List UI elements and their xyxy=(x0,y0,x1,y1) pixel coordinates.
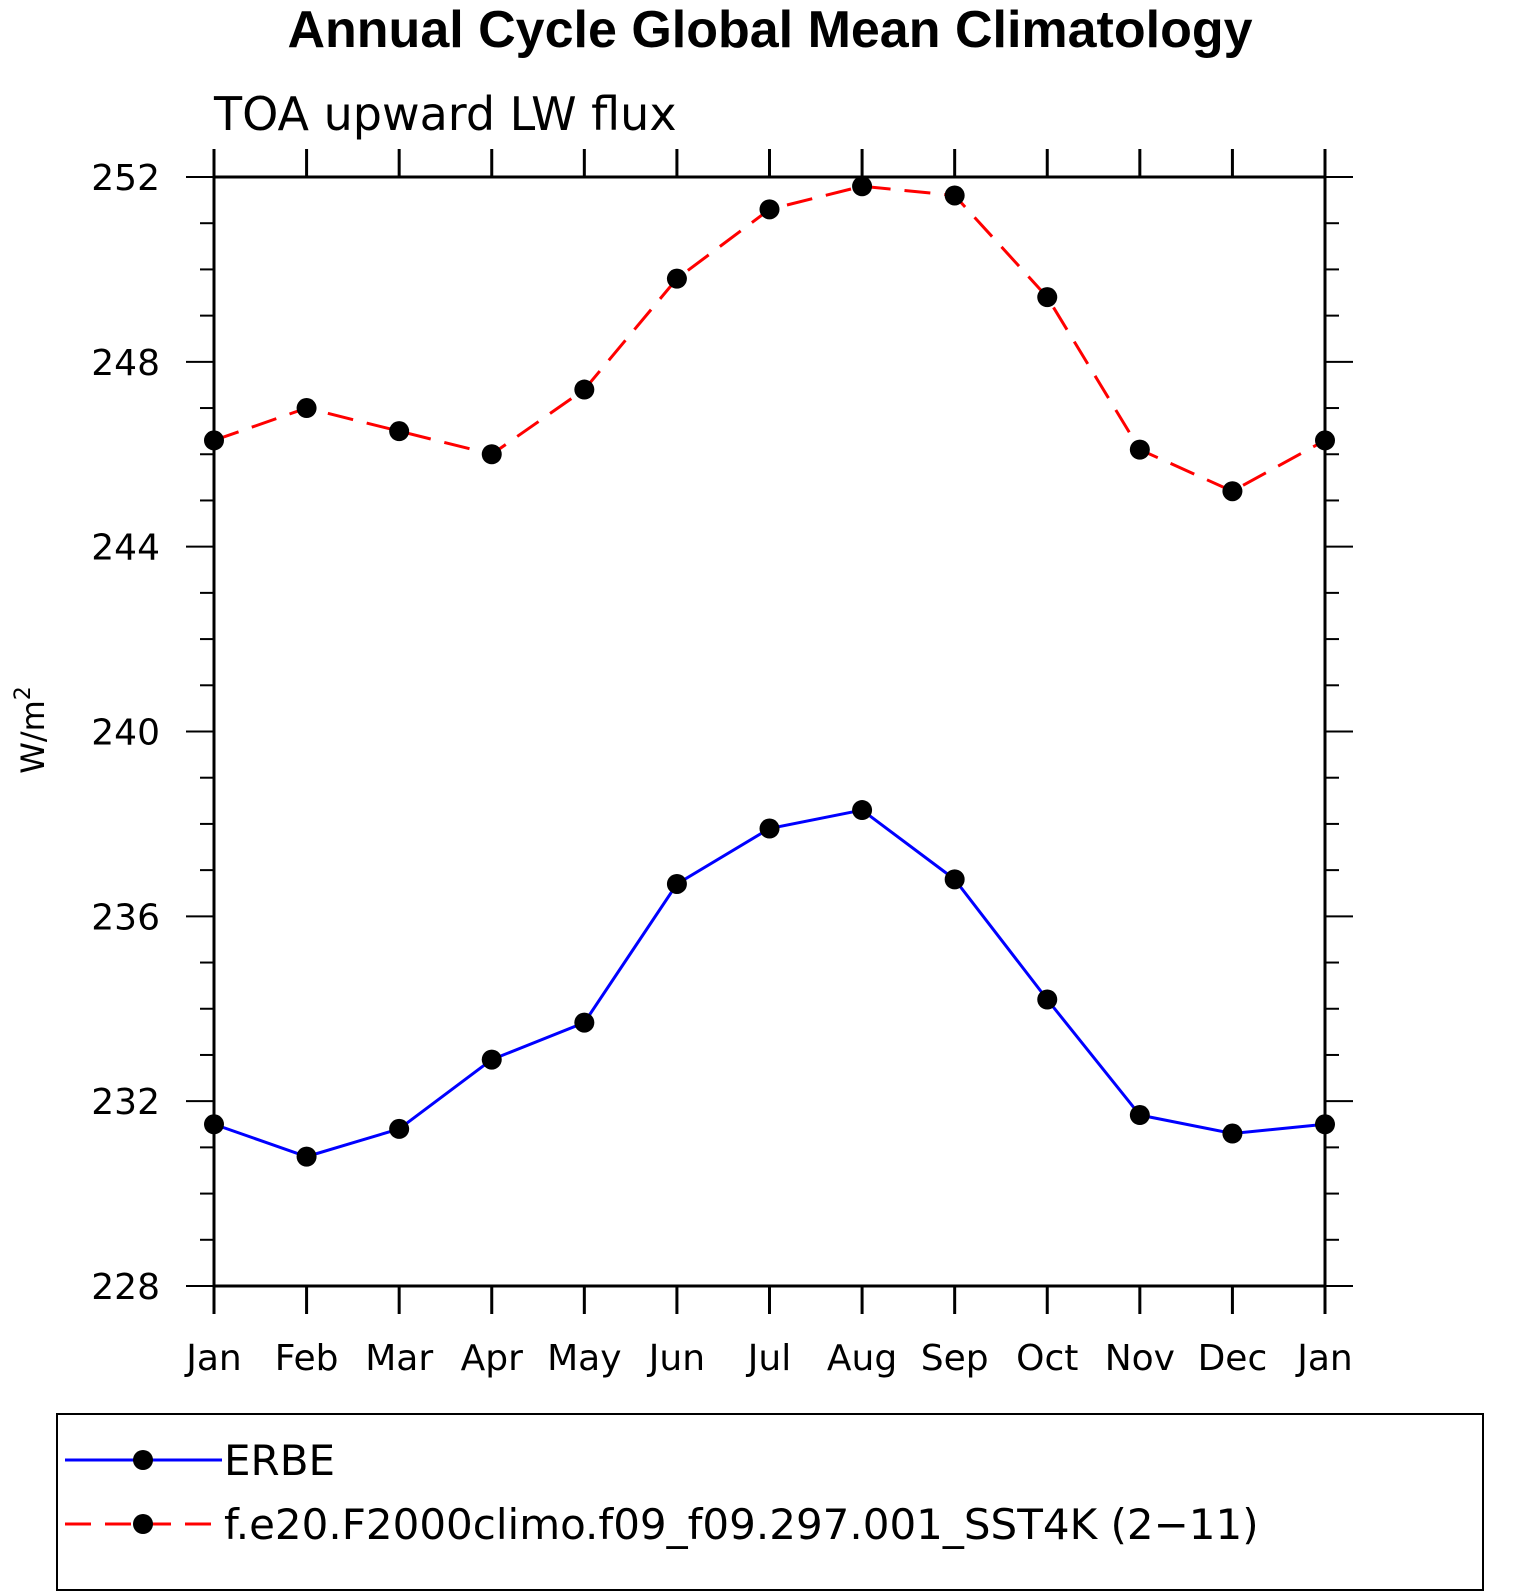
y-axis-label-text: W/m xyxy=(14,700,52,774)
series-layer xyxy=(204,176,1335,1167)
x-tick-label: Nov xyxy=(1105,1338,1175,1379)
data-point xyxy=(1222,481,1243,502)
data-point xyxy=(1315,430,1335,451)
data-point xyxy=(852,176,873,197)
y-tick-label: 248 xyxy=(91,343,160,384)
legend-items: ERBE f.e20.F2000climo.f09_f09.297.001_SST… xyxy=(65,1436,1259,1549)
data-point xyxy=(481,444,502,465)
data-point xyxy=(296,398,317,419)
y-axis-label: W/m2 xyxy=(11,686,52,774)
data-point xyxy=(1315,1114,1335,1135)
y-axis-label-superscript: 2 xyxy=(11,686,36,700)
series-line xyxy=(213,808,1326,1159)
y-tick-label: 244 xyxy=(91,528,160,569)
data-point xyxy=(389,421,410,442)
y-tick-label: 228 xyxy=(91,1267,160,1308)
legend-label: f.e20.F2000climo.f09_f09.297.001_SST4K (… xyxy=(224,1500,1259,1549)
legend-swatch-marker xyxy=(133,1514,153,1534)
x-tick-label: Apr xyxy=(461,1338,523,1379)
x-tick-label: Feb xyxy=(275,1338,339,1379)
series-line xyxy=(213,184,1326,493)
data-point xyxy=(1037,287,1058,308)
x-tick-label: Jan xyxy=(184,1338,242,1379)
data-point xyxy=(204,1114,224,1135)
data-point xyxy=(759,199,780,220)
chart-title: Annual Cycle Global Mean Climatology xyxy=(287,1,1252,59)
x-tick-label: Jul xyxy=(746,1338,791,1379)
data-point xyxy=(759,818,780,839)
y-tick-label: 236 xyxy=(91,897,160,938)
data-point xyxy=(574,379,595,400)
y-tick-label: 252 xyxy=(91,158,160,199)
y-tick-label: 232 xyxy=(91,1082,160,1123)
x-tick-label: Oct xyxy=(1016,1338,1078,1379)
data-point xyxy=(1222,1123,1243,1144)
axis-ticks: Jan Feb Mar Apr May Jun Jul Aug Sep Oct Nov Dec Jan 2… xyxy=(91,149,1353,1379)
legend-box xyxy=(56,1413,1484,1591)
legend: ERBE f.e20.F2000climo.f09_f09.297.001_SST… xyxy=(56,1413,1484,1591)
x-tick-label: Jun xyxy=(647,1338,705,1379)
data-point xyxy=(204,430,224,451)
data-point xyxy=(944,869,965,890)
y-tick-label: 240 xyxy=(91,713,160,754)
x-tick-label: Dec xyxy=(1198,1338,1268,1379)
data-point xyxy=(481,1049,502,1070)
x-tick-label: Mar xyxy=(365,1338,433,1379)
data-point xyxy=(944,185,965,206)
legend-label: ERBE xyxy=(224,1436,335,1485)
data-point xyxy=(1129,1105,1150,1126)
x-tick-label: Aug xyxy=(827,1338,897,1379)
legend-swatch-marker xyxy=(133,1450,153,1470)
data-point xyxy=(666,873,687,894)
data-point xyxy=(1129,439,1150,460)
data-point xyxy=(574,1012,595,1033)
data-point xyxy=(296,1146,317,1167)
chart-subtitle: TOA upward LW flux xyxy=(213,87,677,141)
x-tick-label: Jan xyxy=(1295,1338,1353,1379)
data-point xyxy=(1037,989,1058,1010)
data-point xyxy=(389,1118,410,1139)
data-point xyxy=(852,800,873,821)
data-point xyxy=(666,268,687,289)
x-tick-label: Sep xyxy=(921,1338,989,1379)
x-tick-label: May xyxy=(547,1338,621,1379)
